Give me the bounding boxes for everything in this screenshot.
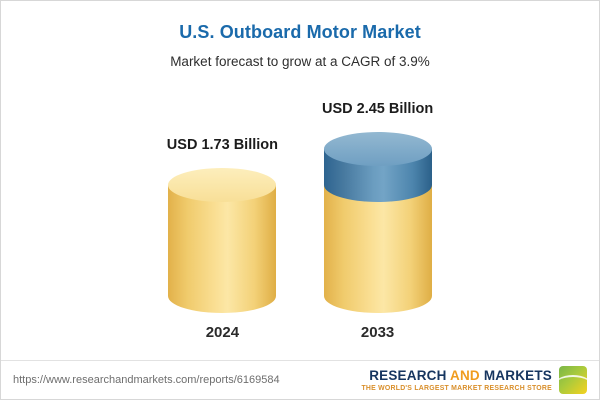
logo-word-markets: MARKETS	[483, 368, 552, 383]
cylinder-2024	[168, 168, 277, 313]
logo-word-and: AND	[450, 368, 480, 383]
globe-logo-icon	[559, 366, 587, 394]
logo-word-research: RESEARCH	[369, 368, 447, 383]
logo-wordmark: RESEARCH AND MARKETS	[361, 368, 552, 383]
chart-header: U.S. Outboard Motor Market Market foreca…	[1, 1, 599, 69]
chart-title: U.S. Outboard Motor Market	[179, 22, 421, 42]
logo-text: RESEARCH AND MARKETS THE WORLD'S LARGEST…	[361, 368, 552, 392]
report-url: https://www.researchandmarkets.com/repor…	[13, 374, 280, 386]
logo-tagline: THE WORLD'S LARGEST MARKET RESEARCH STOR…	[361, 385, 552, 392]
chart-subtitle: Market forecast to grow at a CAGR of 3.9…	[170, 54, 430, 69]
cylinder-2033	[323, 132, 432, 313]
bar-2033: USD 2.45 Billion 2033	[322, 101, 433, 341]
cylinder-top-cap	[323, 132, 432, 166]
value-label-2033: USD 2.45 Billion	[322, 101, 434, 117]
category-label-2033: 2033	[360, 324, 395, 341]
cylinder-bar-chart: USD 1.73 Billion 2024 USD 2.45 Billion 2…	[1, 69, 599, 341]
bar-2024: USD 1.73 Billion 2024	[167, 137, 278, 341]
cylinder-top-cap	[168, 168, 277, 202]
value-label-2024: USD 1.73 Billion	[166, 137, 278, 153]
research-and-markets-logo: RESEARCH AND MARKETS THE WORLD'S LARGEST…	[361, 366, 587, 394]
cylinder-segment-gold	[168, 185, 277, 313]
cylinder-segment-gold-base	[323, 185, 432, 313]
category-label-2024: 2024	[205, 324, 240, 341]
footer-bar: https://www.researchandmarkets.com/repor…	[1, 360, 599, 399]
